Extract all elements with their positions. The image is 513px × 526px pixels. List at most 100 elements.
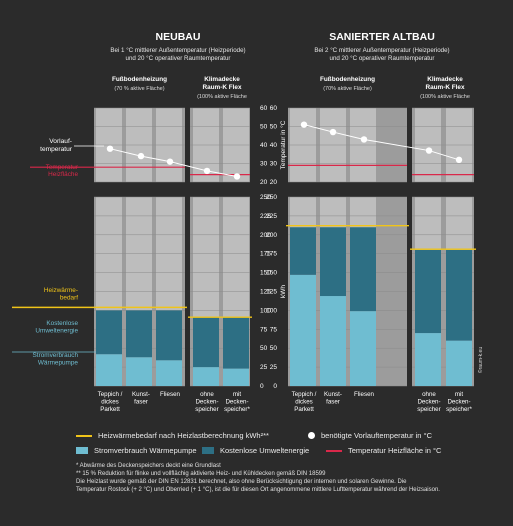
chart1-temp-tick-2: 30 (260, 161, 268, 168)
chart2-category-4-line-1: ohne (422, 391, 436, 398)
chart1-bar-umwelt-3 (156, 310, 182, 361)
chart2-bar-strom-3 (350, 311, 376, 386)
side-label-strom-line-1: Stromverbrauch (33, 352, 79, 359)
chart2-group-1-note: (70% aktive Fläche) (323, 86, 372, 92)
chart2-temp-tick-1: 20 (270, 179, 278, 186)
chart2-kwh-tick-5: 100 (266, 307, 277, 314)
chart1-kwh-tick-5: 100 (260, 307, 271, 314)
chart2-vorlauf-point-4 (425, 147, 433, 154)
chart1-vorlauf-point-5 (233, 173, 241, 180)
chart1-category-1-line-2: dickes (101, 399, 119, 406)
chart2-bar-strom-4 (415, 333, 441, 386)
side-label-vorlauf-line-2: temperatur (40, 146, 73, 153)
chart2-category-5-line-2: Decken- (447, 399, 470, 406)
chart1-temp-tick-1: 20 (260, 179, 268, 186)
chart1-temp-axis-label: Temperatur in °C (279, 120, 287, 169)
legend-heat-demand-swatch (76, 434, 92, 437)
chart1-temp-tick-3: 40 (260, 142, 268, 149)
legend-temp-surface-swatch (326, 449, 342, 452)
chart2-category-1-line-3: Parkett (294, 406, 314, 413)
chart2-bar-umwelt-3 (350, 227, 376, 312)
chart2-bar-strom-5 (446, 340, 472, 386)
chart2-group-2-note: (100% aktive Fläche (420, 94, 470, 100)
legend-vorlauf-label: benötigte Vorlauftemperatur in °C (321, 431, 432, 440)
chart2-kwh-tick-2: 25 (270, 364, 278, 371)
side-label-vorlauf-line-1: Vorlauf- (49, 138, 72, 145)
footnote-3: Die Heizlast wurde gemäß der DIN EN 1283… (76, 479, 407, 485)
chart2-temp-tick-2: 30 (270, 161, 278, 168)
chart1-kwh-tick-3: 50 (260, 345, 268, 352)
chart1-title: NEUBAU (156, 31, 201, 43)
chart2-kwh-tick-11: 250 (266, 194, 277, 201)
chart1-category-4-line-2: Decken- (195, 399, 218, 406)
chart1-group-1-note: (70 % aktive Fläche) (114, 86, 164, 92)
chart2-temp-tick-3: 40 (270, 142, 278, 149)
chart2-bar-umwelt-1 (290, 227, 316, 275)
chart2-vorlauf-point-1 (300, 121, 308, 128)
side-label-strom-line-2: Wärmepumpe (38, 360, 79, 367)
chart1-category-5-line-3: speicher* (224, 406, 250, 413)
chart1-bar-umwelt-5 (223, 317, 249, 369)
legend-umwelt-label: Kostenlose Umweltenergie (220, 446, 310, 455)
side-label-umwelt-line-1: Kostenlose (46, 320, 78, 327)
legend-strom-swatch (76, 447, 88, 454)
chart1-group-2-name-line-1: Klimadecke (204, 76, 240, 83)
chart2-bar-umwelt-5 (446, 249, 472, 341)
chart1-bar-strom-2 (126, 357, 152, 386)
legend-strom-label: Stromverbrauch Wärmepumpe (94, 446, 197, 455)
chart2-category-1-line-2: dickes (295, 399, 313, 406)
side-label-heat-demand-line-2: bedarf (60, 295, 78, 302)
legend-vorlauf-dot (308, 432, 315, 439)
footnote-2: ** 15 % Reduktion für flinke und vollflä… (76, 471, 326, 477)
chart2-kwh-tick-10: 225 (266, 213, 277, 220)
chart1-category-5-line-1: mit (233, 391, 242, 398)
chart2-group-2-name-line-1: Klimadecke (427, 76, 463, 83)
chart1-kwh-tick-7: 150 (260, 270, 271, 277)
chart2-group-2-name-line-2: Raum-K Flex (425, 84, 465, 91)
legend-heat-demand-label: Heizwärmebedarf nach Heizlastberechnung … (98, 431, 269, 440)
chart2-category-4-line-3: speicher (417, 406, 440, 413)
chart1-kwh-tick-8: 175 (260, 251, 271, 258)
chart2-title: SANIERTER ALTBAU (329, 31, 435, 43)
legend-row-1: Heizwärmebedarf nach Heizlastberechnung … (76, 431, 432, 440)
chart1-kwh-tick-1: 0 (260, 383, 264, 390)
chart1-group-2-note: (100% aktive Fläche (197, 94, 247, 100)
chart1-category-3-line-1: Fliesen (160, 391, 181, 398)
chart1-kwh-tick-11: 250 (260, 194, 271, 201)
chart2-kwh-tick-8: 175 (266, 251, 277, 258)
chart2-vorlauf-point-2 (329, 128, 337, 136)
chart1-category-2-line-2: faser (134, 399, 148, 406)
chart2-category-5-line-3: speicher* (446, 406, 472, 413)
chart1-category-1-line-3: Parkett (100, 406, 120, 413)
side-label-umwelt-line-2: Umweltenergie (35, 328, 78, 335)
chart1-subtitle-line-1: Bei 1 °C mittlerer Außentemperatur (Heiz… (110, 47, 245, 54)
chart1-kwh-axis-label: kWh (280, 285, 287, 298)
chart1-temp-tick-4: 50 (260, 124, 268, 131)
chart2-category-3-line-1: Fliesen (354, 391, 375, 398)
side-label-temp-surface-line-2: Heizfläche (48, 171, 78, 178)
chart1-bar-umwelt-2 (126, 310, 152, 358)
chart2-bar-umwelt-2 (320, 227, 346, 297)
chart1-bar-umwelt-1 (96, 310, 122, 355)
chart2-category-5-line-1: mit (455, 391, 464, 398)
chart1-bar-strom-3 (156, 360, 182, 386)
chart1-kwh-tick-2: 25 (260, 364, 268, 371)
chart2-temp-tick-4: 50 (270, 124, 278, 131)
chart1-temp-tick-5: 60 (260, 105, 268, 112)
chart1-subtitle-line-2: und 20 °C operativer Raumtemperatur (126, 55, 231, 62)
chart1-vorlauf-point-4 (203, 167, 211, 175)
chart1-vorlauf-point-3 (166, 158, 174, 165)
chart1-category-4-line-1: ohne (200, 391, 214, 398)
legend-temp-surface-label: Temperatur Heizfläche in °C (348, 446, 442, 455)
chart1-category-4-line-3: speicher (195, 406, 218, 413)
chart1-vorlauf-point-1 (106, 145, 114, 152)
chart1-category-1-line-1: Teppich / (98, 391, 123, 398)
chart2-temp-tick-5: 60 (270, 105, 278, 112)
chart1-bar-strom-1 (96, 354, 122, 386)
chart1-category-2-line-1: Kunst- (132, 391, 150, 398)
chart2-group-1-name-line-1: Fußbodenheizung (320, 76, 375, 83)
chart1-kwh-tick-9: 200 (260, 232, 271, 239)
chart2-kwh-tick-7: 150 (266, 270, 277, 277)
